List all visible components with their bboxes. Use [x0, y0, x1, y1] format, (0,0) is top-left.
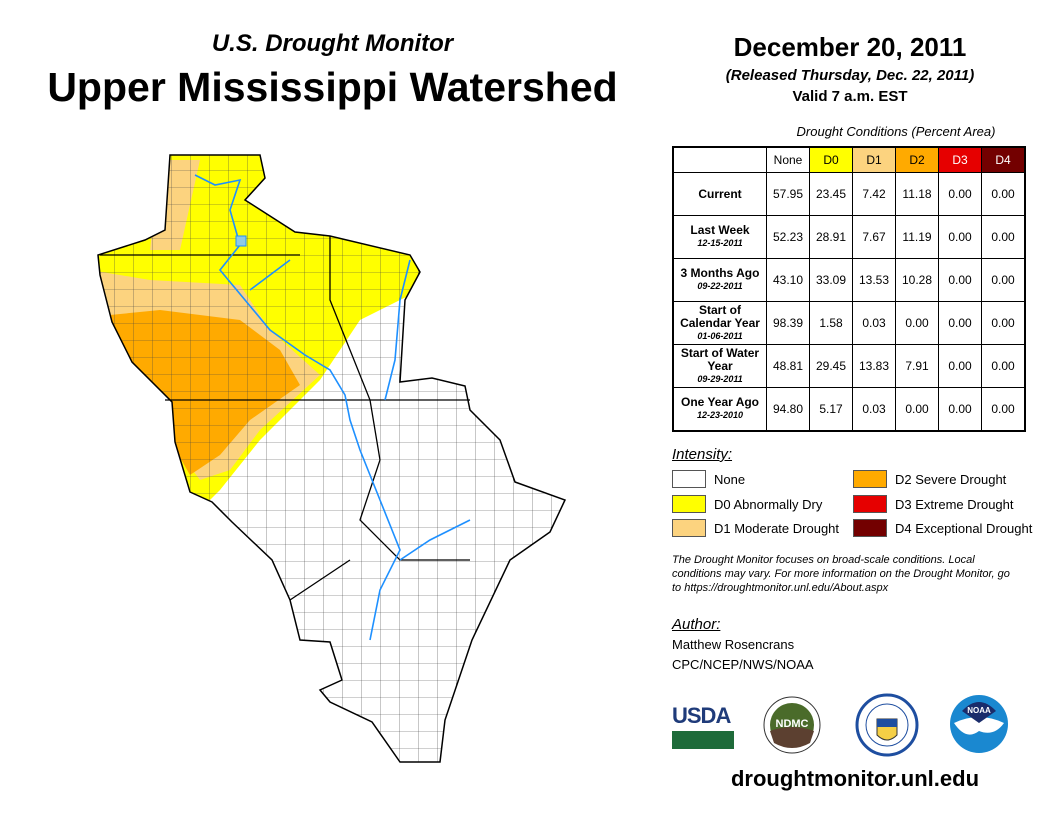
table-row: One Year Ago 12-23-2010 94.80 5.17 0.03 0.00 0… [672, 387, 1026, 432]
legend-item-d1: D1 Moderate Drought [672, 519, 839, 537]
table-cell: 0.00 [938, 387, 982, 432]
table-cell: 57.95 [766, 172, 810, 216]
table-cell: 0.03 [852, 301, 896, 345]
table-cell: 23.45 [809, 172, 853, 216]
row-label-text: Current [698, 186, 742, 201]
table-cell: 52.23 [766, 215, 810, 259]
table-cell: 7.67 [852, 215, 896, 259]
row-label: One Year Ago 12-23-2010 [672, 387, 767, 432]
author-org: CPC/NCEP/NWS/NOAA [672, 657, 814, 672]
row-label-text: Start of Water Year [680, 345, 760, 373]
table-cell: 0.00 [938, 344, 982, 388]
table-cell: 29.45 [809, 344, 853, 388]
svg-text:NOAA: NOAA [967, 706, 991, 715]
col-d3: D3 [938, 146, 982, 173]
disclaimer-note: The Drought Monitor focuses on broad-sca… [672, 554, 1010, 594]
table-row: Last Week 12-15-2011 52.23 28.91 7.67 11.19 0.… [672, 215, 1026, 259]
author-heading: Author: [672, 616, 721, 633]
row-label-text: Last Week [690, 223, 750, 237]
col-d2: D2 [895, 146, 939, 173]
table-cell: 7.91 [895, 344, 939, 388]
rivers [194, 174, 471, 641]
author-name: Matthew Rosencrans [672, 637, 795, 652]
row-date: 09-22-2011 [697, 281, 743, 291]
watershed-map [97, 154, 566, 763]
row-label: Last Week 12-15-2011 [672, 215, 767, 259]
table-cell: 0.00 [981, 258, 1026, 302]
table-cell: 0.00 [981, 172, 1026, 216]
table-cell: 7.42 [852, 172, 896, 216]
usda-logo: USDA [672, 703, 734, 749]
table-cell: 0.00 [895, 301, 939, 345]
legend-item-none: None [672, 470, 745, 488]
row-date: 12-23-2010 [696, 410, 744, 420]
table-cell: 11.18 [895, 172, 939, 216]
table-cell: 0.00 [938, 215, 982, 259]
table-cell: 0.00 [981, 215, 1026, 259]
table-row: Start of Calendar Year 01-06-2011 98.39 1.5… [672, 301, 1026, 345]
col-d0: D0 [809, 146, 853, 173]
drought-conditions-table: None D0 D1 D2 D3 D4 Current 57.95 23.45 7.4… [672, 146, 1026, 432]
table-cell: 0.00 [938, 301, 982, 345]
table-cell: 0.00 [895, 387, 939, 432]
ndmc-logo: NDMC [763, 696, 821, 754]
table-cell: 98.39 [766, 301, 810, 345]
table-cell: 43.10 [766, 258, 810, 302]
table-cell: 0.00 [981, 301, 1026, 345]
page-title: Upper Mississippi Watershed [47, 64, 618, 110]
table-cell: 1.58 [809, 301, 853, 345]
table-cell: 13.83 [852, 344, 896, 388]
table-row: 3 Months Ago 09-22-2011 43.10 33.09 13.53 10.… [672, 258, 1026, 302]
noaa-logo: NOAA [950, 695, 1008, 753]
row-label: 3 Months Ago 09-22-2011 [672, 258, 767, 302]
table-row: Start of Water Year 09-29-2011 48.81 29.45 1… [672, 344, 1026, 388]
legend-item-d0: D0 Abnormally Dry [672, 495, 822, 513]
map-date: December 20, 2011 [733, 32, 967, 62]
row-date: 09-29-2011 [697, 373, 743, 384]
svg-text:NDMC: NDMC [776, 718, 809, 730]
table-cell: 0.00 [938, 258, 982, 302]
row-date: 01-06-2011 [697, 330, 743, 341]
table-cell: 5.17 [809, 387, 853, 432]
table-cell: 0.03 [852, 387, 896, 432]
col-none: None [766, 146, 810, 173]
row-label: Current [672, 172, 767, 216]
valid-time: Valid 7 a.m. EST [792, 88, 908, 105]
legend-item-d4: D4 Exceptional Drought [853, 519, 1032, 537]
subtitle: U.S. Drought Monitor [211, 30, 454, 57]
commerce-logo [855, 693, 919, 757]
row-date: 12-15-2011 [697, 238, 743, 248]
legend-item-d2: D2 Severe Drought [853, 470, 1006, 488]
row-label-text: Start of Calendar Year [680, 302, 760, 330]
col-d4: D4 [981, 146, 1026, 173]
legend-title: Intensity: [672, 446, 733, 463]
table-cell: 0.00 [938, 172, 982, 216]
release-date: (Released Thursday, Dec. 22, 2011) [725, 67, 975, 84]
table-cell: 0.00 [981, 387, 1026, 432]
table-caption: Drought Conditions (Percent Area) [796, 124, 996, 139]
legend-item-d3: D3 Extreme Drought [853, 495, 1014, 513]
table-cell: 94.80 [766, 387, 810, 432]
website-url[interactable]: droughtmonitor.unl.edu [730, 766, 980, 791]
table-cell: 33.09 [809, 258, 853, 302]
row-label: Start of Water Year 09-29-2011 [672, 344, 767, 388]
table-cell: 28.91 [809, 215, 853, 259]
table-cell: 10.28 [895, 258, 939, 302]
row-label: Start of Calendar Year 01-06-2011 [672, 301, 767, 345]
row-label-text: 3 Months Ago [680, 266, 760, 280]
table-cell: 0.00 [981, 344, 1026, 388]
table-row: Current 57.95 23.45 7.42 11.18 0.00 0.00 [672, 172, 1026, 216]
col-d1: D1 [852, 146, 896, 173]
row-label-text: One Year Ago [680, 395, 760, 409]
table-cell: 13.53 [852, 258, 896, 302]
table-cell: 48.81 [766, 344, 810, 388]
table-cell: 11.19 [895, 215, 939, 259]
